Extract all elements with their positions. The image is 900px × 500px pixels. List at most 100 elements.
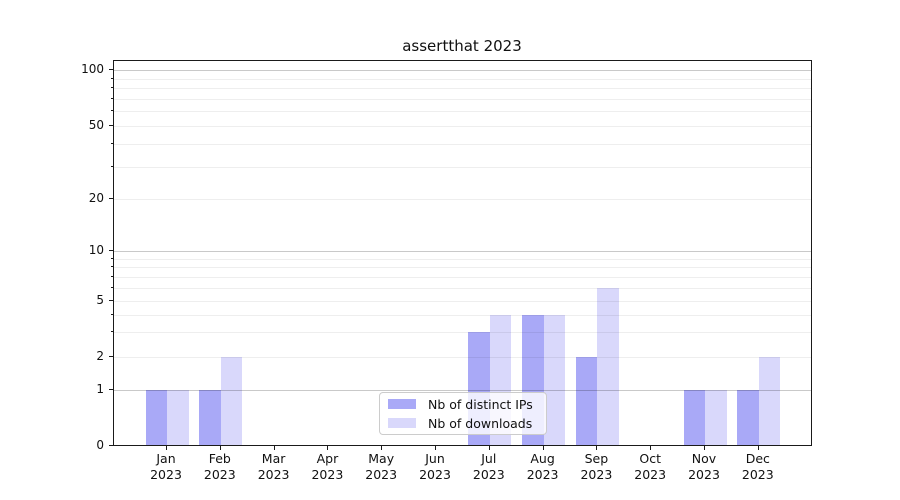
- x-tick-mark: [542, 446, 544, 450]
- y-minor-tick-mark: [110, 275, 113, 277]
- y-minor-tick-mark: [110, 125, 113, 126]
- x-tick-month: Sep: [584, 451, 609, 466]
- y-minor-tick-mark: [110, 300, 113, 301]
- x-tick-month: May: [368, 451, 395, 466]
- minor-gridline: [114, 267, 811, 269]
- x-tick-mark: [488, 446, 490, 450]
- x-tick-mark: [704, 446, 705, 450]
- x-tick-year: 2023: [580, 466, 613, 482]
- x-tick-year: 2023: [257, 466, 290, 482]
- legend-entry-distinct-ips: Nb of distinct IPs: [388, 396, 538, 412]
- x-tick-month: Nov: [691, 451, 717, 466]
- bar-distinct-ips: [145, 390, 167, 445]
- x-axis-tick-label: Sep 2023: [564, 451, 628, 482]
- x-axis-tick-label: Oct 2023: [618, 451, 682, 482]
- y-axis-tick-label: 20: [88, 191, 104, 205]
- x-tick-mark: [166, 446, 167, 450]
- y-minor-tick-mark: [110, 331, 113, 333]
- x-axis-tick-label: Aug 2023: [511, 451, 575, 482]
- y-minor-tick-mark: [110, 313, 113, 315]
- legend: Nb of distinct IPs Nb of downloads: [379, 392, 547, 435]
- y-minor-tick-mark: [110, 97, 113, 99]
- y-axis-tick-label: 50: [88, 118, 104, 132]
- minor-gridline: [114, 143, 811, 145]
- x-tick-year: 2023: [311, 466, 344, 482]
- bar-downloads: [705, 390, 727, 445]
- x-axis-tick-label: Apr 2023: [295, 451, 359, 482]
- minor-gridline: [114, 301, 811, 302]
- x-tick-year: 2023: [526, 466, 559, 482]
- x-tick-year: 2023: [634, 466, 667, 482]
- x-tick-month: Aug: [530, 451, 555, 466]
- x-axis-tick-label: Nov 2023: [672, 451, 736, 482]
- y-tick-mark: [109, 250, 113, 251]
- chart-title: assertthat 2023: [402, 37, 522, 55]
- y-axis-tick-label: 10: [88, 243, 104, 257]
- y-minor-tick-mark: [110, 356, 113, 357]
- y-minor-tick-mark: [110, 142, 113, 144]
- x-tick-mark: [273, 446, 275, 450]
- legend-label: Nb of downloads: [428, 415, 533, 431]
- y-tick-mark: [109, 69, 113, 70]
- x-axis-tick-label: May 2023: [349, 451, 413, 482]
- x-tick-month: Mar: [261, 451, 286, 466]
- x-tick-month: Apr: [316, 451, 339, 466]
- y-minor-tick-mark: [110, 87, 113, 89]
- y-minor-tick-mark: [110, 286, 113, 288]
- minor-gridline: [114, 78, 811, 80]
- bar-downloads: [167, 390, 189, 445]
- x-tick-mark: [650, 446, 652, 450]
- x-axis-tick-label: Jun 2023: [403, 451, 467, 482]
- x-tick-year: 2023: [365, 466, 398, 482]
- bar-downloads: [758, 357, 781, 445]
- x-tick-year: 2023: [150, 466, 182, 482]
- x-tick-month: Jan: [156, 451, 176, 466]
- y-minor-tick-mark: [110, 266, 113, 268]
- x-tick-mark: [219, 446, 221, 450]
- minor-gridline: [114, 258, 811, 260]
- x-tick-mark: [596, 446, 598, 450]
- y-minor-tick-mark: [110, 110, 113, 112]
- x-tick-mark: [757, 446, 759, 450]
- y-tick-mark: [109, 389, 113, 390]
- bar-distinct-ips: [575, 357, 598, 445]
- y-axis-tick-label: 5: [96, 293, 104, 307]
- y-minor-tick-mark: [110, 198, 113, 199]
- x-axis-tick-label: Jul 2023: [457, 451, 521, 482]
- bar-distinct-ips: [683, 390, 705, 445]
- x-tick-year: 2023: [688, 466, 720, 482]
- legend-entry-downloads: Nb of downloads: [388, 415, 538, 431]
- minor-gridline: [114, 88, 811, 90]
- bar-downloads: [543, 314, 566, 445]
- minor-gridline: [114, 287, 811, 289]
- x-axis-tick-label: Dec 2023: [726, 451, 790, 482]
- bar-downloads: [220, 357, 243, 445]
- legend-label: Nb of distinct IPs: [428, 396, 533, 412]
- legend-swatch-distinct-ips: [388, 399, 416, 409]
- x-tick-year: 2023: [203, 466, 236, 482]
- x-tick-month: Feb: [208, 451, 231, 466]
- y-minor-tick-mark: [110, 77, 113, 79]
- major-gridline: [114, 390, 811, 391]
- bar-distinct-ips: [199, 390, 221, 445]
- y-axis-tick-label: 1: [96, 382, 104, 396]
- x-tick-month: Jul: [481, 451, 497, 466]
- bar-downloads: [597, 287, 619, 445]
- x-axis-tick-label: Mar 2023: [242, 451, 306, 482]
- y-minor-tick-mark: [110, 257, 113, 259]
- x-tick-mark: [327, 446, 329, 450]
- minor-gridline: [114, 199, 811, 200]
- minor-gridline: [114, 314, 811, 316]
- minor-gridline: [114, 98, 811, 100]
- minor-gridline: [114, 111, 811, 113]
- plot-area: [113, 60, 812, 446]
- x-tick-month: Jun: [425, 451, 445, 466]
- x-tick-year: 2023: [419, 466, 451, 482]
- x-tick-month: Dec: [745, 451, 770, 466]
- y-tick-mark: [109, 445, 113, 446]
- x-tick-year: 2023: [472, 466, 505, 482]
- bar-distinct-ips: [737, 390, 759, 445]
- legend-swatch-downloads: [388, 418, 416, 428]
- x-tick-mark: [381, 446, 383, 450]
